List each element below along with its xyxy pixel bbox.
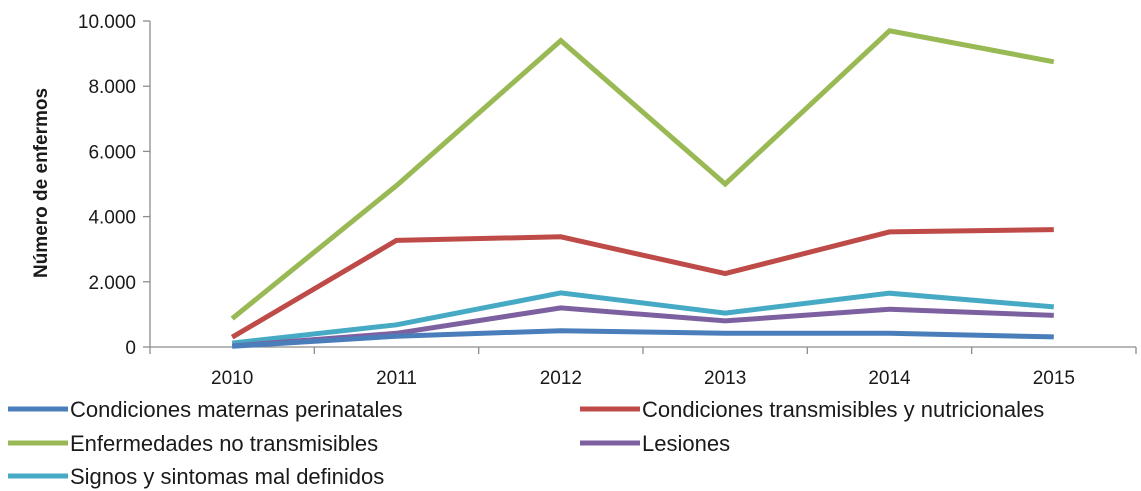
series-line-1 [232,328,1054,349]
series-lines [230,28,1055,349]
legend-label: Lesiones [642,431,730,456]
y-tick-label: 2.000 [88,273,136,294]
legend-item: Condiciones transmisibles y nutricionale… [580,397,1044,422]
x-axis: 2010 2011 2012 2013 2014 2015 [149,346,1137,389]
x-tick-label: 2012 [540,368,582,389]
y-tick-label: 10.000 [78,12,136,33]
y-tick-label: 6.000 [88,142,136,163]
legend: Condiciones maternas perinatales Condicio… [8,397,1044,489]
x-tick-label: 2013 [704,368,746,389]
y-tick-label: 8.000 [88,77,136,98]
x-tick-label: 2010 [211,368,253,389]
legend-label: Signos y sintomas mal definidos [70,464,384,489]
x-tick-label: 2014 [868,368,911,389]
legend-label: Condiciones maternas perinatales [70,397,403,422]
legend-item: Enfermedades no transmisibles [8,431,378,456]
y-axis: 0 2.000 4.000 6.000 8.000 10.000 [78,12,151,359]
x-tick-label: 2015 [1033,368,1075,389]
legend-label: Condiciones transmisibles y nutricionale… [642,397,1044,422]
legend-item: Signos y sintomas mal definidos [8,464,384,489]
series-line-5 [231,290,1055,346]
legend-label: Enfermedades no transmisibles [70,431,378,456]
series-line-2 [230,227,1054,340]
y-tick-label: 4.000 [88,208,136,229]
legend-item: Condiciones maternas perinatales [8,397,403,422]
y-tick-label: 0 [125,338,136,359]
series-line-3 [230,28,1055,321]
legend-item: Lesiones [580,431,730,456]
y-axis-title: Número de enfermos [31,88,52,278]
x-tick-label: 2011 [376,368,417,389]
